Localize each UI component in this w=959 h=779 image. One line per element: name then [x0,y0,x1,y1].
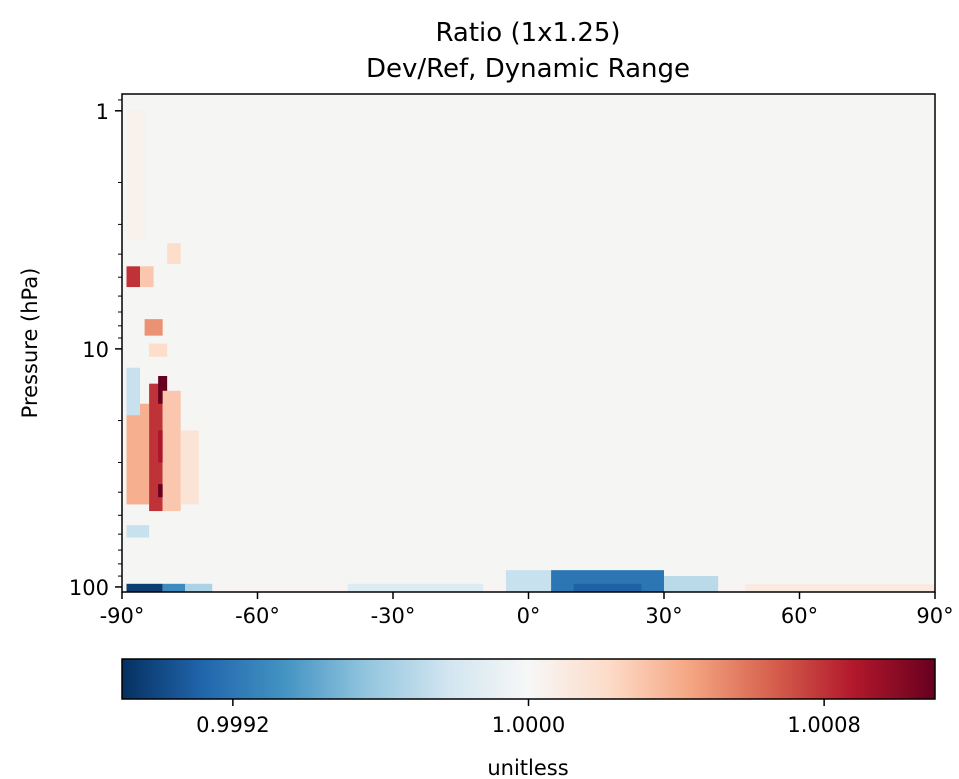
x-tick-label-3: 0° [517,604,541,628]
heatmap-cell-21 [126,367,141,416]
colorbar-tick-label-0: 0.9992 [196,713,269,737]
heatmap-cell-18 [140,266,154,288]
heatmap-cell-5 [505,570,552,592]
heatmap-cell-23 [167,243,181,264]
heatmap-cell-17 [126,266,141,288]
heatmap-cell-15 [162,390,181,512]
y-axis-label: Pressure (hPa) [18,268,42,419]
heatmap-cell-24 [126,110,145,241]
y-axis: 1 10 100 [69,99,122,600]
heatmap-cell-1 [162,583,186,592]
x-tick-label-5: 60° [781,604,818,628]
x-tick-label-2: -30° [371,604,416,628]
heatmap-plot-area [121,93,936,593]
heatmap-cell-20 [149,343,168,357]
colorbar-ticks: 0.9992 1.0000 1.0008 [196,699,861,737]
heatmap-cell-10 [126,403,150,505]
heatmap-cell-11 [149,383,163,512]
heatmap-cell-12 [158,376,168,404]
y-tick-label-2: 100 [69,576,109,600]
heatmap-cell-2 [185,583,213,592]
heatmap-cell-8 [664,576,719,592]
chart-title: Ratio (1x1.25) [435,18,620,48]
colorbar-tick-label-2: 1.0008 [787,713,860,737]
heatmap-cell-19 [144,319,163,336]
x-axis: -90° -60° -30° 0° 30° 60° 90° [100,592,954,628]
heatmap-background [122,94,935,592]
y-tick-label-1: 10 [82,338,109,362]
heatmap-cell-0 [126,583,163,592]
colorbar-label: unitless [487,756,568,779]
x-tick-label-0: -90° [100,604,145,628]
heatmap-cell-9 [745,583,935,592]
x-tick-label-4: 30° [645,604,682,628]
colorbar-tick-label-1: 1.0000 [492,713,565,737]
y-tick-label-0: 1 [96,100,109,124]
x-tick-label-6: 90° [916,604,953,628]
heatmap-cell-7 [573,583,642,592]
heatmap-cell-16 [180,430,199,505]
heatmap-cell-22 [126,525,150,538]
heatmap-cell-4 [347,583,484,592]
colorbar [121,658,936,700]
x-tick-label-1: -60° [235,604,280,628]
chart-subtitle: Dev/Ref, Dynamic Range [366,54,690,84]
